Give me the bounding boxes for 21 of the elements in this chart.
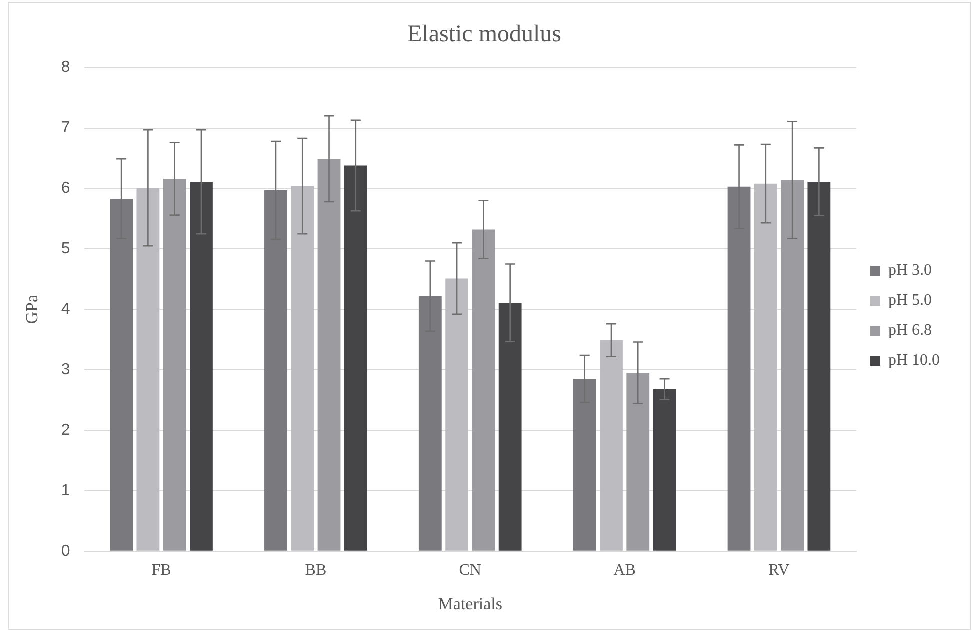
x-axis-title: Materials <box>438 594 502 614</box>
x-tick-label: RV <box>768 562 790 580</box>
y-tick-label: 5 <box>61 240 70 258</box>
legend-label: pH 6.8 <box>888 322 932 340</box>
y-tick-label: 2 <box>61 422 70 439</box>
legend-label: pH 10.0 <box>888 352 940 370</box>
y-tick-label: 0 <box>61 542 70 560</box>
x-tick-label: CN <box>459 562 482 580</box>
y-tick-label: 1 <box>61 482 70 500</box>
x-tick-label: FB <box>152 562 172 580</box>
y-tick-label: 6 <box>61 180 70 198</box>
x-tick-label: BB <box>305 562 327 580</box>
y-tick-label: 4 <box>61 301 70 318</box>
chart-title: Elastic modulus <box>408 22 562 48</box>
y-tick-label: 8 <box>61 59 70 76</box>
x-tick-label: AB <box>614 562 636 580</box>
legend-label: pH 5.0 <box>888 292 932 310</box>
y-tick-label: 3 <box>61 361 70 378</box>
y-tick-label: 7 <box>61 120 70 137</box>
legend-label: pH 3.0 <box>888 262 932 280</box>
y-axis-title: GPa <box>22 294 42 324</box>
